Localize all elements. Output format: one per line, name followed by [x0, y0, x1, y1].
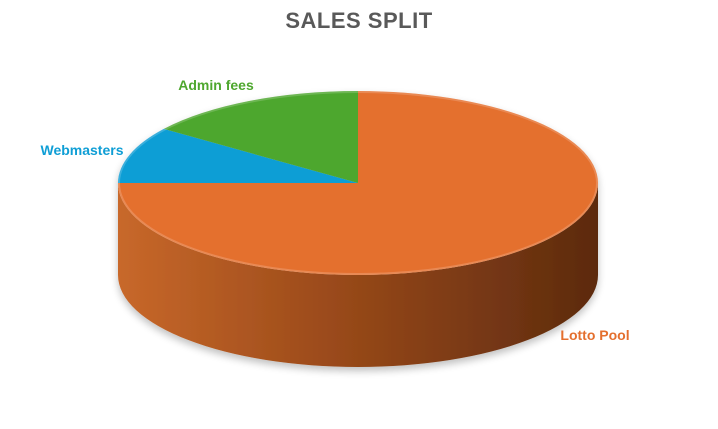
data-label-admin-fees: Admin fees [178, 77, 254, 93]
pie-slice-webmasters [118, 128, 358, 183]
data-label-webmasters: Webmasters [40, 142, 123, 158]
chart-title: SALES SPLIT [285, 8, 433, 33]
pie-rim [118, 91, 598, 275]
data-label-lotto-pool: Lotto Pool [560, 327, 629, 343]
pie-slice-admin-fees [163, 91, 358, 183]
